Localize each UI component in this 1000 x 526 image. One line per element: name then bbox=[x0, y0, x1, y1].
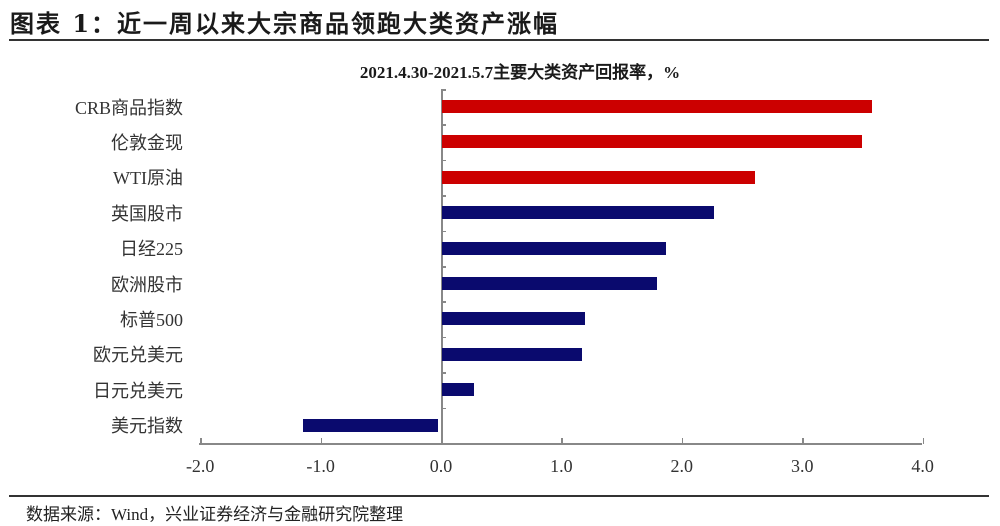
x-tick bbox=[802, 438, 804, 444]
category-label: 欧元兑美元 bbox=[93, 345, 183, 366]
category-label: CRB商品指数 bbox=[74, 97, 183, 118]
category-label: 欧洲股市 bbox=[111, 274, 183, 295]
x-tick bbox=[441, 438, 443, 444]
chart-title: 2021.4.30-2021.5.7主要大类资产回报率，% bbox=[359, 63, 681, 82]
y-tick bbox=[441, 159, 446, 162]
x-tick-label: -2.0 bbox=[185, 456, 215, 476]
category-label: 伦敦金现 bbox=[111, 132, 183, 153]
source-note: 数据来源：Wind，兴业证券经济与金融研究院整理 bbox=[26, 505, 404, 524]
category-label: WTI原油 bbox=[113, 168, 183, 189]
y-tick bbox=[441, 372, 446, 374]
x-tick-label: 0.0 bbox=[429, 456, 453, 476]
category-label: 日经225 bbox=[120, 239, 183, 260]
x-tick-label: 3.0 bbox=[790, 456, 814, 476]
y-tick bbox=[441, 266, 446, 268]
x-tick-label: 2.0 bbox=[670, 456, 694, 476]
x-tick-label: 1.0 bbox=[550, 456, 573, 476]
top-rule bbox=[9, 39, 989, 41]
bar bbox=[442, 135, 863, 149]
figure-title: 图表 1：近一周以来大宗商品领跑大类资产涨幅 bbox=[10, 9, 560, 38]
bar bbox=[442, 100, 873, 113]
bar bbox=[442, 277, 657, 290]
x-tick-label: -1.0 bbox=[306, 456, 335, 476]
y-tick bbox=[441, 124, 446, 126]
bar bbox=[442, 347, 582, 361]
bar bbox=[442, 312, 586, 326]
bar bbox=[442, 383, 474, 397]
bar bbox=[442, 170, 756, 184]
x-axis bbox=[199, 443, 922, 445]
bottom-rule bbox=[9, 495, 989, 497]
y-tick bbox=[441, 301, 446, 303]
y-tick bbox=[441, 407, 446, 410]
x-tick bbox=[922, 438, 925, 444]
category-label: 英国股市 bbox=[111, 203, 183, 224]
category-label: 日元兑美元 bbox=[93, 380, 183, 401]
y-tick bbox=[441, 89, 446, 91]
bar bbox=[302, 418, 438, 432]
x-tick bbox=[561, 438, 563, 444]
bar bbox=[442, 206, 715, 220]
y-tick bbox=[441, 195, 446, 197]
x-tick bbox=[320, 438, 323, 444]
x-tick bbox=[681, 438, 684, 444]
y-tick bbox=[441, 230, 446, 233]
x-tick bbox=[200, 438, 202, 444]
y-tick bbox=[441, 336, 446, 339]
category-label: 标普500 bbox=[120, 309, 183, 330]
y-tick bbox=[441, 443, 446, 445]
x-tick-label: 4.0 bbox=[911, 456, 934, 476]
category-label: 美元指数 bbox=[111, 416, 183, 437]
bar bbox=[442, 241, 667, 255]
